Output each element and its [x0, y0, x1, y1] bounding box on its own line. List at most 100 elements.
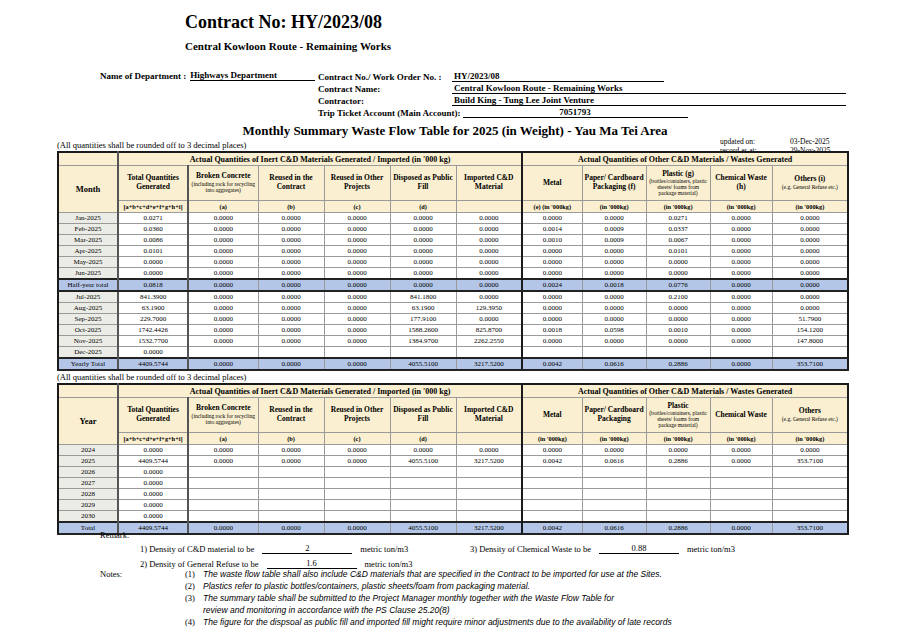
row-label: Half-year total [58, 279, 118, 291]
notes-label: Notes: [100, 569, 185, 628]
column-header: Paper/ Cardboard Packaging [582, 398, 646, 433]
row-label: Yearly Total [58, 358, 118, 370]
value-cell: 0.0042 [522, 358, 582, 370]
column-header: Disposed as Public Fill [390, 166, 456, 201]
value-cell: 0.0000 [582, 445, 646, 456]
value-cell: 0.0000 [258, 358, 324, 370]
value-cell: 0.0018 [582, 279, 646, 291]
value-cell: 0.0000 [118, 500, 188, 511]
column-title: Imported C&D Material [458, 406, 521, 423]
remark-item-label: 2) Density of General Refuse to be [140, 559, 259, 569]
value-cell: 0.0000 [258, 291, 324, 303]
department-label: Name of Department : [100, 71, 186, 81]
value-cell: 0.0000 [118, 257, 188, 268]
value-cell: 0.0000 [390, 445, 456, 456]
value-cell: 0.2886 [646, 358, 710, 370]
value-cell [390, 478, 456, 489]
note-text: The waste flow table shall also include … [203, 569, 662, 581]
value-cell: 0.0000 [646, 336, 710, 347]
value-cell: 0.0000 [390, 279, 456, 291]
row-label: 2030 [58, 511, 118, 523]
value-cell: 841.3900 [118, 291, 188, 303]
remark-item-unit: metric ton/m3 [365, 559, 413, 569]
value-cell: 0.0000 [582, 336, 646, 347]
value-cell: 0.0000 [188, 279, 258, 291]
value-cell [188, 500, 258, 511]
value-cell: 0.0000 [258, 456, 324, 467]
column-subheader: [a+b+c+d+e+f+g+h+i] [118, 433, 188, 445]
value-cell: 0.0000 [258, 224, 324, 235]
value-cell [710, 511, 772, 523]
value-cell: 0.0000 [646, 445, 710, 456]
note-text: The summary table shall be submitted to … [203, 593, 614, 617]
value-cell: 0.0000 [118, 445, 188, 456]
value-cell: 0.0000 [188, 246, 258, 257]
value-cell: 147.8000 [772, 336, 848, 347]
row-label: Jun-2025 [58, 268, 118, 280]
note-number: (2) [185, 581, 203, 593]
row-axis-header: Year [58, 398, 118, 445]
value-cell: 0.0000 [324, 445, 390, 456]
table-row: 20240.00000.00000.00000.00000.00000.0000… [58, 445, 848, 456]
value-cell: 0.0000 [710, 224, 772, 235]
value-cell: 0.0000 [324, 224, 390, 235]
value-cell: 0.0000 [258, 336, 324, 347]
value-cell: 0.0000 [456, 314, 522, 325]
value-cell: 0.0000 [582, 303, 646, 314]
note-number: (4) [185, 617, 203, 629]
value-cell [646, 500, 710, 511]
column-subheader: (a) [188, 433, 258, 445]
field-value: 7051793 [463, 107, 688, 118]
column-header: Disposed as Public Fill [390, 398, 456, 433]
table-row: Sep-2025229.70000.00000.00000.0000177.91… [58, 314, 848, 325]
column-title: Disposed as Public Fill [392, 174, 455, 191]
row-label: May-2025 [58, 257, 118, 268]
table-row: Jul-2025841.39000.00000.00000.0000841.18… [58, 291, 848, 303]
value-cell [772, 467, 848, 478]
value-cell: 0.0000 [710, 213, 772, 224]
row-label: Feb-2025 [58, 224, 118, 235]
row-label: Mar-2025 [58, 235, 118, 246]
note-text: The figure for the dispsoal as public fi… [203, 617, 672, 629]
value-cell [772, 489, 848, 500]
value-cell: 0.0000 [118, 478, 188, 489]
value-cell: 0.0000 [188, 235, 258, 246]
field-label: Contract Name: [318, 84, 452, 94]
value-cell [710, 478, 772, 489]
row-axis-header: Month [58, 166, 118, 213]
value-cell: 0.0000 [522, 268, 582, 280]
value-cell: 0.0101 [646, 246, 710, 257]
value-cell: 0.0000 [456, 235, 522, 246]
row-label: Jan-2025 [58, 213, 118, 224]
note-item: (1)The waste flow table shall also inclu… [185, 569, 745, 581]
value-cell: 0.0000 [522, 213, 582, 224]
value-cell [258, 478, 324, 489]
field-label: Contract No./ Work Order No. : [318, 72, 452, 82]
value-cell: 0.0000 [772, 257, 848, 268]
value-cell: 0.0000 [710, 336, 772, 347]
value-cell [188, 511, 258, 523]
note-text: Plastics refer to plastic bottles/contai… [203, 581, 530, 593]
column-subheader: (a) [188, 201, 258, 213]
value-cell: 0.0000 [324, 279, 390, 291]
value-cell [646, 478, 710, 489]
table-row: Aug-202563.19000.00000.00000.000063.1900… [58, 303, 848, 314]
table-row: Feb-20250.03600.00000.00000.00000.00000.… [58, 224, 848, 235]
row-label: Apr-2025 [58, 246, 118, 257]
table-row: 20254409.57440.00000.00000.00004055.5100… [58, 456, 848, 467]
note-item: (4)The figure for the dispsoal as public… [185, 617, 745, 629]
column-title: Paper/ Cardboard Packaging [584, 406, 645, 423]
value-cell: 0.0000 [710, 257, 772, 268]
department-value: Highways Department [190, 70, 315, 81]
value-cell: 0.0000 [324, 336, 390, 347]
value-cell [456, 467, 522, 478]
value-cell [188, 478, 258, 489]
value-cell [456, 489, 522, 500]
row-label: 2029 [58, 500, 118, 511]
value-cell: 0.0000 [258, 268, 324, 280]
remark-item-value: 2 [262, 543, 352, 554]
column-title: Plastic [648, 402, 709, 411]
field-label: Contractor: [318, 96, 452, 106]
table-row: Yearly Total4409.57440.00000.00000.00004… [58, 358, 848, 370]
value-cell: 63.1900 [390, 303, 456, 314]
